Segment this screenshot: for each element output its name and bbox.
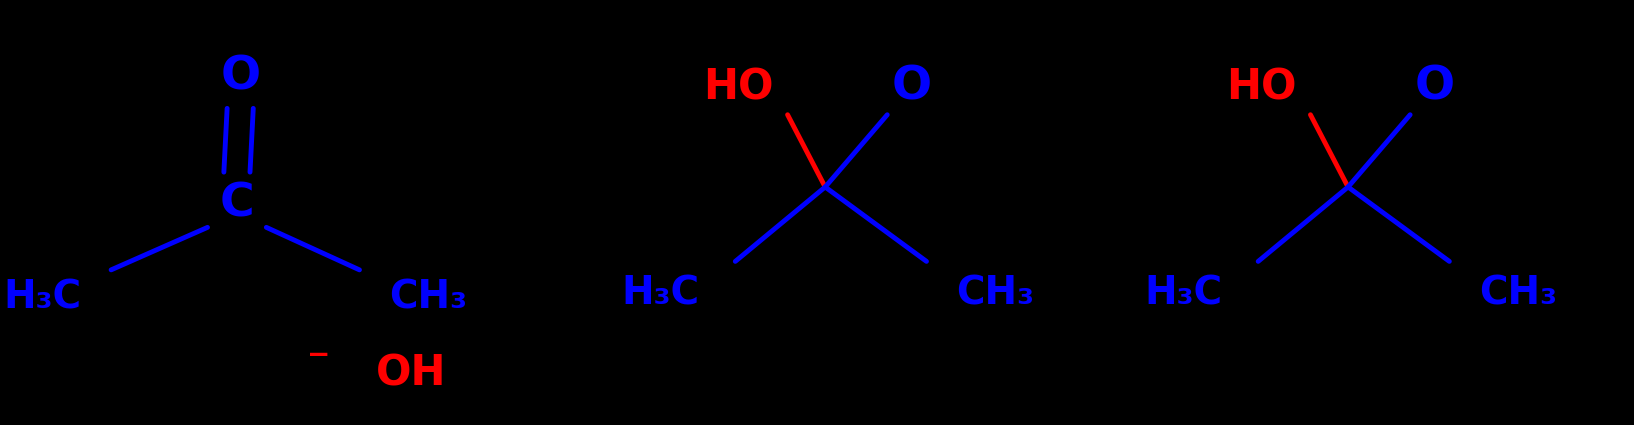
- Text: HO: HO: [1226, 66, 1297, 108]
- Text: HO: HO: [703, 66, 775, 108]
- Text: H₃C: H₃C: [1144, 274, 1222, 312]
- Text: OH: OH: [376, 353, 446, 395]
- Text: CH₃: CH₃: [956, 274, 1034, 312]
- Text: O: O: [1415, 65, 1454, 110]
- Text: C: C: [219, 181, 255, 227]
- Text: O: O: [892, 65, 931, 110]
- Text: −: −: [307, 341, 330, 369]
- Text: O: O: [221, 54, 260, 99]
- Text: CH₃: CH₃: [1479, 274, 1557, 312]
- Text: H₃C: H₃C: [3, 278, 82, 317]
- Text: CH₃: CH₃: [389, 278, 467, 317]
- Text: H₃C: H₃C: [621, 274, 699, 312]
